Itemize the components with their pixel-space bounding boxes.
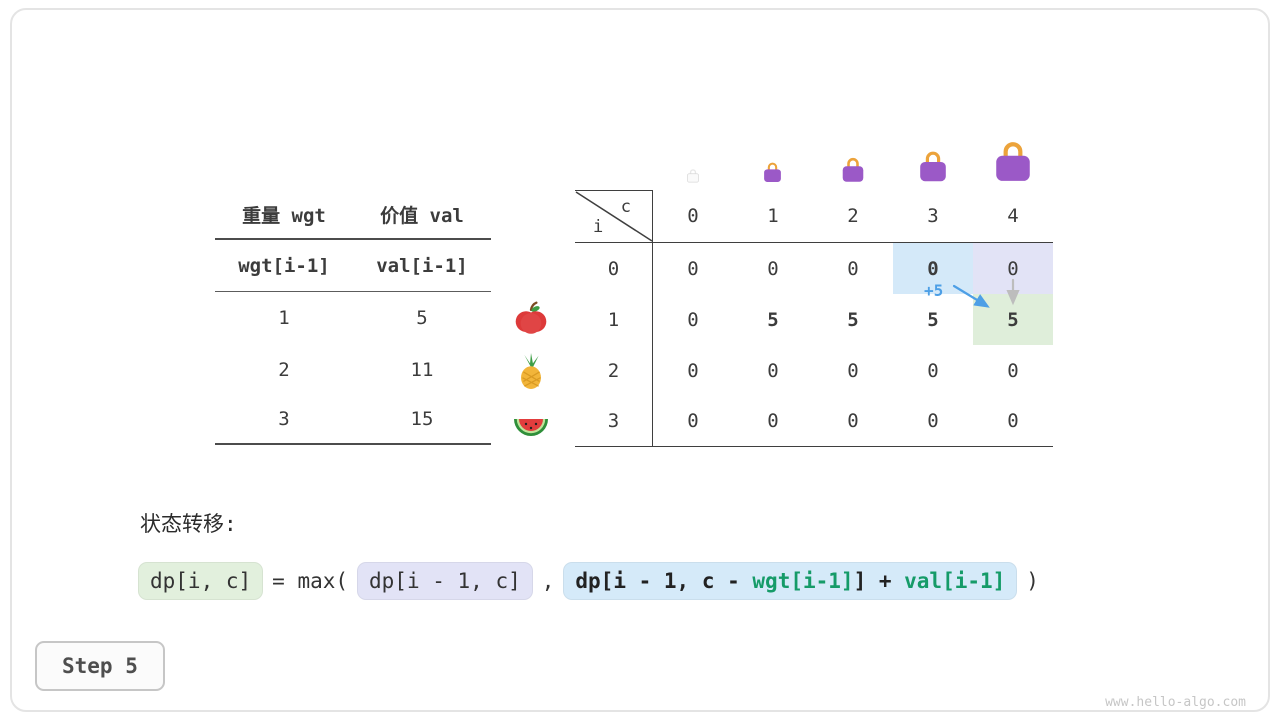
formula-take-mid: ] + (853, 569, 905, 593)
formula-equals-max: = max( (272, 569, 349, 593)
formula-take-val: val[i-1] (904, 569, 1006, 593)
step-badge: Step 5 (35, 641, 165, 691)
handbag-icon-capacity-2 (842, 157, 864, 182)
watermark: www.hello-algo.com (1105, 695, 1246, 710)
dp-corner-cell: c i (575, 190, 653, 243)
item-wgt: 2 (278, 358, 290, 381)
dp-cell-3-2: 0 (813, 396, 893, 447)
dp-col-header: 3 (893, 190, 973, 243)
dp-cell-0-1: 0 (767, 257, 779, 280)
dp-cell-1-1: 5 (767, 308, 779, 331)
item-wgt: 1 (278, 307, 290, 329)
dp-corner-row-label: i (593, 217, 604, 237)
dp-cell-3-0: 0 (653, 396, 733, 447)
dp-row-header: 0 (575, 243, 653, 294)
dp-row-header: 2 (575, 345, 653, 396)
dp-col-header: 4 (973, 190, 1053, 243)
items-header-value: 价值 val (353, 190, 491, 240)
dp-corner-col-label: c (620, 197, 631, 217)
item-val: 11 (410, 358, 434, 381)
dp-cell-0-4: 0 (973, 243, 1053, 294)
apple-icon (515, 301, 547, 334)
pineapple-icon (521, 352, 541, 390)
items-header-weight: 重量 wgt (215, 190, 353, 240)
dp-col-header: 0 (653, 190, 733, 243)
dp-cell-2-0: 0 (687, 359, 699, 382)
formula-option-keep: dp[i - 1, c] (357, 562, 533, 600)
formula-take-wgt: wgt[i-1] (752, 569, 854, 593)
handbag-icon-capacity-4 (996, 142, 1030, 181)
handbag-icon-capacity-1 (764, 162, 781, 182)
dp-cell-2-1: 0 (767, 359, 779, 382)
dp-cell-1-3: 5 (927, 308, 939, 331)
dp-row-header: 1 (575, 294, 653, 345)
dp-cell-3-3: 0 (893, 396, 973, 447)
dp-row-header: 3 (575, 396, 653, 447)
item-val: 5 (416, 307, 428, 329)
dp-cell-2-3: 0 (927, 359, 939, 382)
dp-cell-0-2: 0 (847, 257, 859, 280)
items-index-wgt: wgt[i-1] (215, 240, 353, 292)
dp-cell-3-4: 0 (973, 396, 1053, 447)
formula-option-take: dp[i - 1, c - wgt[i-1]] + val[i-1] (563, 562, 1018, 600)
handbag-icon-capacity-0 (687, 169, 699, 183)
formula-lhs: dp[i, c] (138, 562, 264, 600)
items-index-val: val[i-1] (353, 240, 491, 292)
dp-cell-1-0: 0 (687, 308, 699, 331)
state-transition-heading: 状态转移: (140, 512, 237, 536)
dp-cell-1-4: 5 (973, 294, 1053, 345)
dp-cell-3-1: 0 (733, 396, 813, 447)
plus-five-annotation: +5 (924, 281, 944, 300)
formula-take-prefix: dp[i - 1, c - (575, 569, 753, 593)
dp-cell-2-4: 0 (1007, 359, 1019, 382)
watermelon-icon (514, 419, 548, 436)
dp-table: c i 0 1 2 3 4 0 0 0 0 0 0 1 0 5 5 5 5 2 … (575, 190, 1053, 447)
state-transition-formula: dp[i, c] = max( dp[i - 1, c] , dp[i - 1,… (138, 562, 1039, 600)
item-wgt: 3 (215, 395, 353, 445)
formula-comma: , (541, 569, 555, 593)
handbag-icon-capacity-3 (920, 151, 946, 182)
dp-col-header: 2 (813, 190, 893, 243)
dp-cell-2-2: 0 (847, 359, 859, 382)
items-table: 重量 wgt 价值 val wgt[i-1] val[i-1] 1 5 2 11… (215, 190, 491, 445)
dp-cell-1-2: 5 (847, 308, 859, 331)
dp-col-header: 1 (733, 190, 813, 243)
formula-close-paren: ) (1026, 569, 1039, 593)
item-val: 15 (353, 395, 491, 445)
dp-cell-0-0: 0 (687, 257, 699, 280)
